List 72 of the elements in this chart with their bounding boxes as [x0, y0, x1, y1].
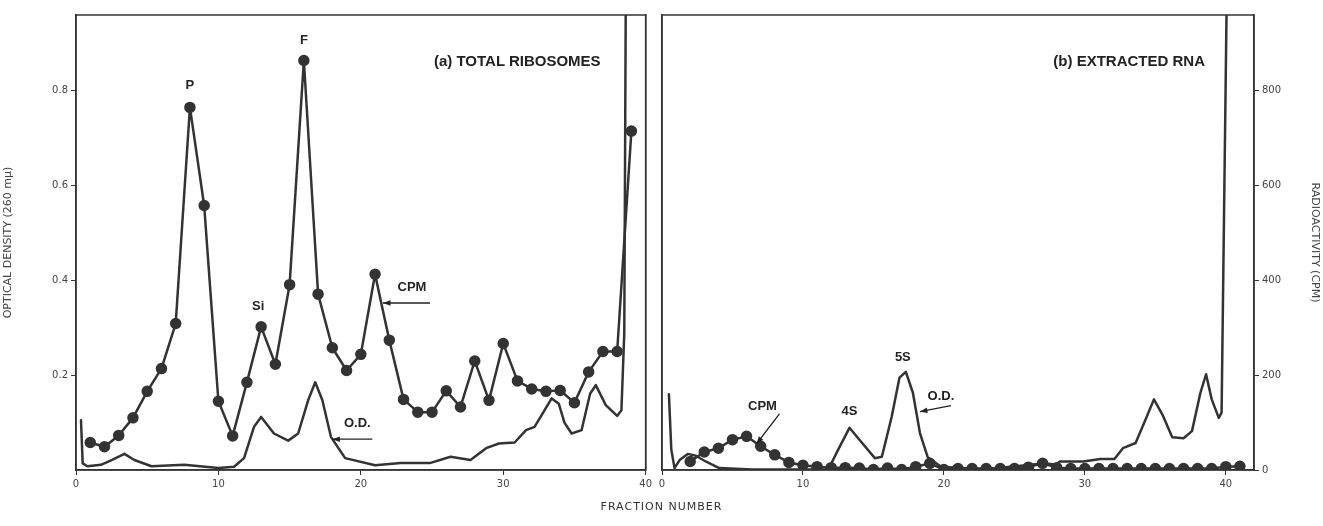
- point: [454, 401, 467, 413]
- annotation: 4S: [841, 402, 858, 418]
- x-tick-label: 10: [212, 477, 225, 489]
- point: [483, 394, 495, 407]
- point: [355, 348, 367, 361]
- annotation: O.D.: [927, 388, 955, 404]
- y-tick-label: 0.2: [52, 368, 68, 380]
- point: [269, 358, 282, 371]
- point: [184, 101, 196, 114]
- point: [283, 278, 296, 291]
- point: [568, 396, 581, 409]
- annotation: F: [299, 32, 308, 48]
- x-tick-label: 20: [354, 477, 368, 489]
- point: [84, 436, 96, 449]
- point: [255, 321, 267, 333]
- annotation: Si: [251, 298, 265, 314]
- point: [426, 406, 438, 418]
- point: [326, 341, 339, 354]
- y2-tick-label: 0: [1262, 463, 1269, 475]
- y2-tick-label: 200: [1262, 368, 1282, 380]
- y2-tick-label: 800: [1262, 84, 1282, 96]
- x-tick-label: 0: [658, 477, 666, 489]
- point: [298, 54, 310, 67]
- y2-tick-label: 600: [1262, 179, 1282, 191]
- point: [312, 288, 324, 300]
- y-tick-label: 0.4: [52, 274, 68, 286]
- point: [611, 345, 623, 358]
- point: [412, 406, 424, 418]
- point: [226, 430, 239, 442]
- point: [340, 364, 353, 377]
- x-tick-label: 20: [937, 477, 951, 489]
- point: [212, 395, 225, 408]
- point: [141, 385, 153, 398]
- x-tick-label: 0: [72, 477, 80, 489]
- text: (b) EXTRACTED RNA: [1053, 52, 1206, 70]
- point: [369, 268, 381, 281]
- point: [582, 366, 595, 378]
- point: [397, 393, 410, 406]
- y-axis-title: OPTICAL DENSITY (260 mμ): [1, 166, 15, 319]
- annotation: CPM: [397, 278, 427, 294]
- x-tick-label: 40: [1219, 477, 1233, 489]
- point: [440, 385, 453, 397]
- point: [241, 376, 253, 389]
- point: [383, 334, 396, 346]
- point: [497, 337, 509, 350]
- text: (a) TOTAL RIBOSOMES: [433, 52, 601, 70]
- annotation: O.D.: [343, 414, 371, 430]
- x-tick-label: 10: [796, 477, 810, 489]
- y-tick-label: 0.8: [52, 84, 68, 96]
- point: [169, 317, 182, 330]
- point: [525, 383, 538, 395]
- point: [469, 355, 481, 367]
- y-tick-label: 0.6: [52, 179, 68, 191]
- point: [540, 385, 552, 398]
- point: [597, 345, 609, 358]
- x-tick-label: 40: [639, 477, 652, 489]
- x-tick-label: 30: [496, 477, 510, 489]
- point: [155, 362, 168, 375]
- x-axis-title: FRACTION NUMBER: [599, 500, 724, 513]
- point: [127, 412, 139, 424]
- point: [511, 375, 524, 387]
- point: [112, 429, 125, 442]
- point: [554, 384, 566, 397]
- x-tick-label: 30: [1078, 477, 1092, 489]
- point: [625, 125, 638, 137]
- annotation: CPM: [747, 397, 777, 413]
- annotation: 5S: [894, 348, 912, 364]
- annotation: P: [185, 77, 195, 92]
- point: [198, 199, 210, 212]
- y2-axis-title: RADIOACTIVITY (CPM): [1308, 182, 1322, 303]
- point: [98, 441, 111, 453]
- y2-tick-label: 400: [1262, 274, 1282, 286]
